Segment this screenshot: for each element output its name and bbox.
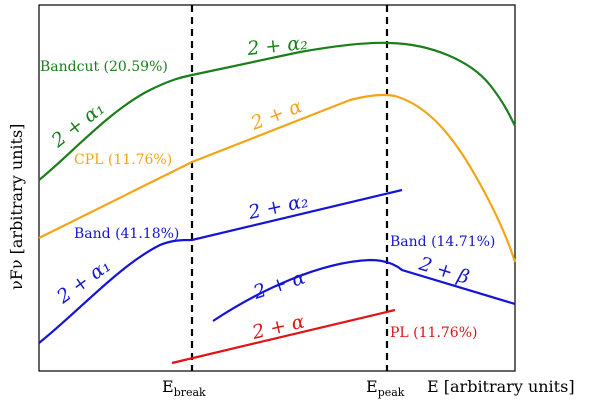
band-label: Band (14.71%)	[390, 234, 495, 250]
bandcut-curve	[38, 41, 516, 181]
bandcut-slope-alpha2: 2 + α₂	[245, 32, 309, 60]
band-curve	[212, 258, 516, 322]
band-break-slope-alpha1: 2 + α₁	[52, 255, 115, 309]
band-break-curve	[38, 188, 403, 344]
ebreak-tick-label: Ebreak	[162, 377, 206, 399]
cpl-curve	[38, 93, 517, 263]
epeak-tick-label: Epeak	[366, 377, 405, 399]
band-break-label: Band (41.18%)	[74, 226, 179, 242]
band-slope-alpha: 2 + α	[250, 266, 308, 304]
epeak-tick-sub: peak	[378, 386, 405, 399]
bandcut-label: Bandcut (20.59%)	[40, 59, 168, 75]
epeak-tick-main: E	[366, 377, 378, 396]
plot-frame	[38, 4, 516, 372]
cpl-label: CPL (11.76%)	[74, 152, 172, 168]
pl-line	[171, 308, 396, 365]
ebreak-tick-sub: break	[174, 386, 206, 399]
ebreak-tick-main: E	[162, 377, 174, 396]
pl-label: PL (11.76%)	[390, 325, 477, 341]
y-axis-label: νFν [arbitrary units]	[7, 124, 26, 290]
x-axis-label: E [arbitrary units]	[427, 377, 575, 396]
pl-slope-alpha: 2 + α	[249, 310, 307, 344]
